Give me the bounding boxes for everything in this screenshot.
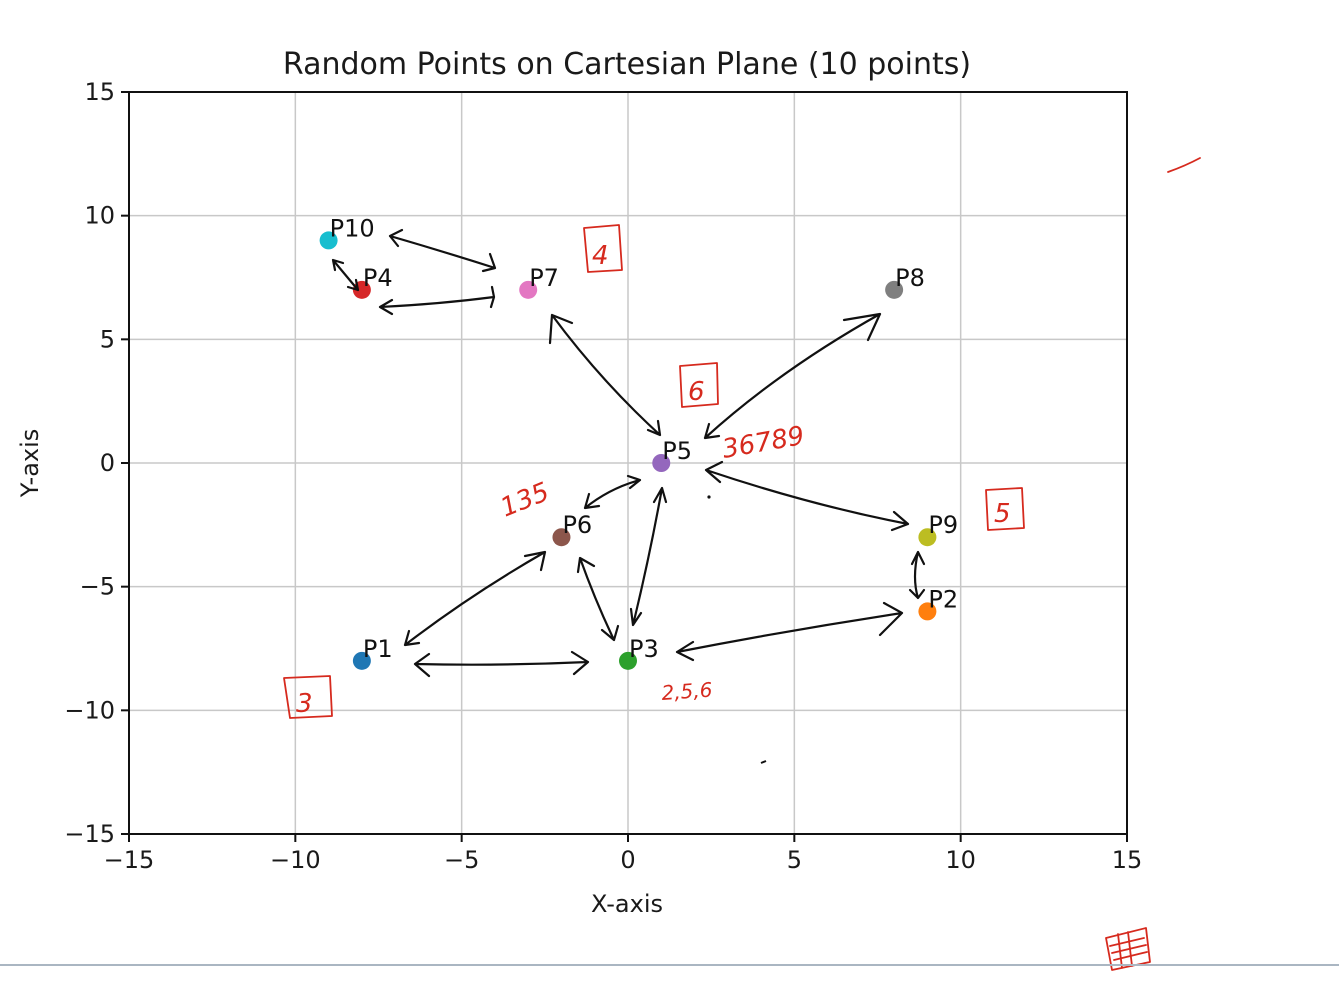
y-tick-label: −15 [64, 820, 115, 848]
point-label-p6: P6 [562, 511, 592, 539]
bottom-divider [0, 964, 1339, 966]
y-axis-label: Y-axis [16, 429, 44, 499]
x-tick-label: −10 [270, 846, 321, 874]
x-tick-label: 15 [1112, 846, 1143, 874]
arrow-p5-p6 [583, 474, 642, 510]
arrow-p5-p3 [629, 486, 668, 627]
arrow-p1-p6 [403, 550, 547, 647]
point-p1 [352, 651, 371, 670]
annotation-box-3-text: 3 [296, 689, 313, 719]
arrow-p5-p9 [704, 460, 910, 532]
y-tick-label: 15 [84, 78, 115, 106]
annotation-dash [1167, 157, 1201, 173]
point-p10 [319, 231, 338, 250]
y-tick-label: −10 [64, 696, 115, 724]
y-tick-label: 5 [100, 325, 115, 353]
point-label-p7: P7 [529, 264, 559, 292]
x-axis-label: X-axis [591, 890, 663, 918]
y-tick-label: 10 [84, 202, 115, 230]
annotation-box-4-text: 4 [592, 241, 609, 271]
point-p2 [918, 602, 937, 621]
point-label-p9: P9 [928, 511, 958, 539]
grid [128, 91, 1128, 835]
annotation-box-5-text: 5 [994, 499, 1011, 529]
arrow-p6-p3 [576, 556, 620, 642]
y-tick-label: 0 [100, 449, 115, 477]
arrow-p5-p8 [703, 312, 882, 440]
stray-mark [760, 760, 767, 764]
data-points: P1 P2 P3 P4 P5 P6 P7 P8 P9 P10 [319, 214, 958, 670]
y-tick-label: −5 [80, 573, 115, 601]
x-tick-label: −5 [444, 846, 479, 874]
arrow-p3-p2 [675, 601, 904, 662]
annotation-box-4 [583, 224, 623, 273]
annotation-box-3 [283, 675, 333, 719]
annotation-box-5 [985, 487, 1025, 531]
point-label-p5: P5 [662, 437, 692, 465]
point-label-p8: P8 [895, 264, 925, 292]
annotation-note-256: 2,5,6 [661, 677, 713, 704]
arrow-p7-p5 [548, 313, 662, 437]
point-label-p10: P10 [330, 214, 375, 242]
annotation-note-135: 135 [496, 477, 553, 523]
red-annotations: 4 6 5 3 135 36789 2,5,6 [283, 157, 1201, 971]
plot-frame [128, 91, 1128, 835]
arrow-p4-p7 [378, 285, 496, 316]
point-p3 [619, 651, 637, 670]
point-p6 [552, 528, 571, 547]
arrow-p9-p2 [908, 550, 926, 600]
point-label-p3: P3 [629, 635, 659, 663]
point-p5 [652, 454, 671, 472]
point-p7 [519, 280, 538, 299]
arrow-p10-p4 [331, 258, 360, 292]
x-tick-label: 10 [945, 846, 976, 874]
point-p9 [918, 528, 937, 547]
arrow-p1-p3 [413, 650, 590, 678]
point-label-p2: P2 [928, 585, 958, 613]
stray-dot [707, 495, 711, 499]
point-p8 [885, 280, 904, 299]
hand-drawn-arrows [331, 228, 926, 678]
annotation-box-6-text: 6 [688, 377, 705, 407]
arrow-p10-p7 [388, 228, 497, 273]
annotation-scribble-icon [1105, 927, 1151, 971]
point-label-p1: P1 [363, 635, 393, 663]
annotation-box-6 [679, 362, 719, 408]
x-tick-label: −15 [104, 846, 155, 874]
x-tick-label: 5 [787, 846, 802, 874]
axis-ticks: −15 −10 −5 0 5 10 15 −15 −10 −5 0 5 10 15 [64, 78, 1142, 874]
chart-title: Random Points on Cartesian Plane (10 poi… [283, 47, 971, 82]
x-tick-label: 0 [620, 846, 635, 874]
point-label-p4: P4 [363, 264, 393, 292]
